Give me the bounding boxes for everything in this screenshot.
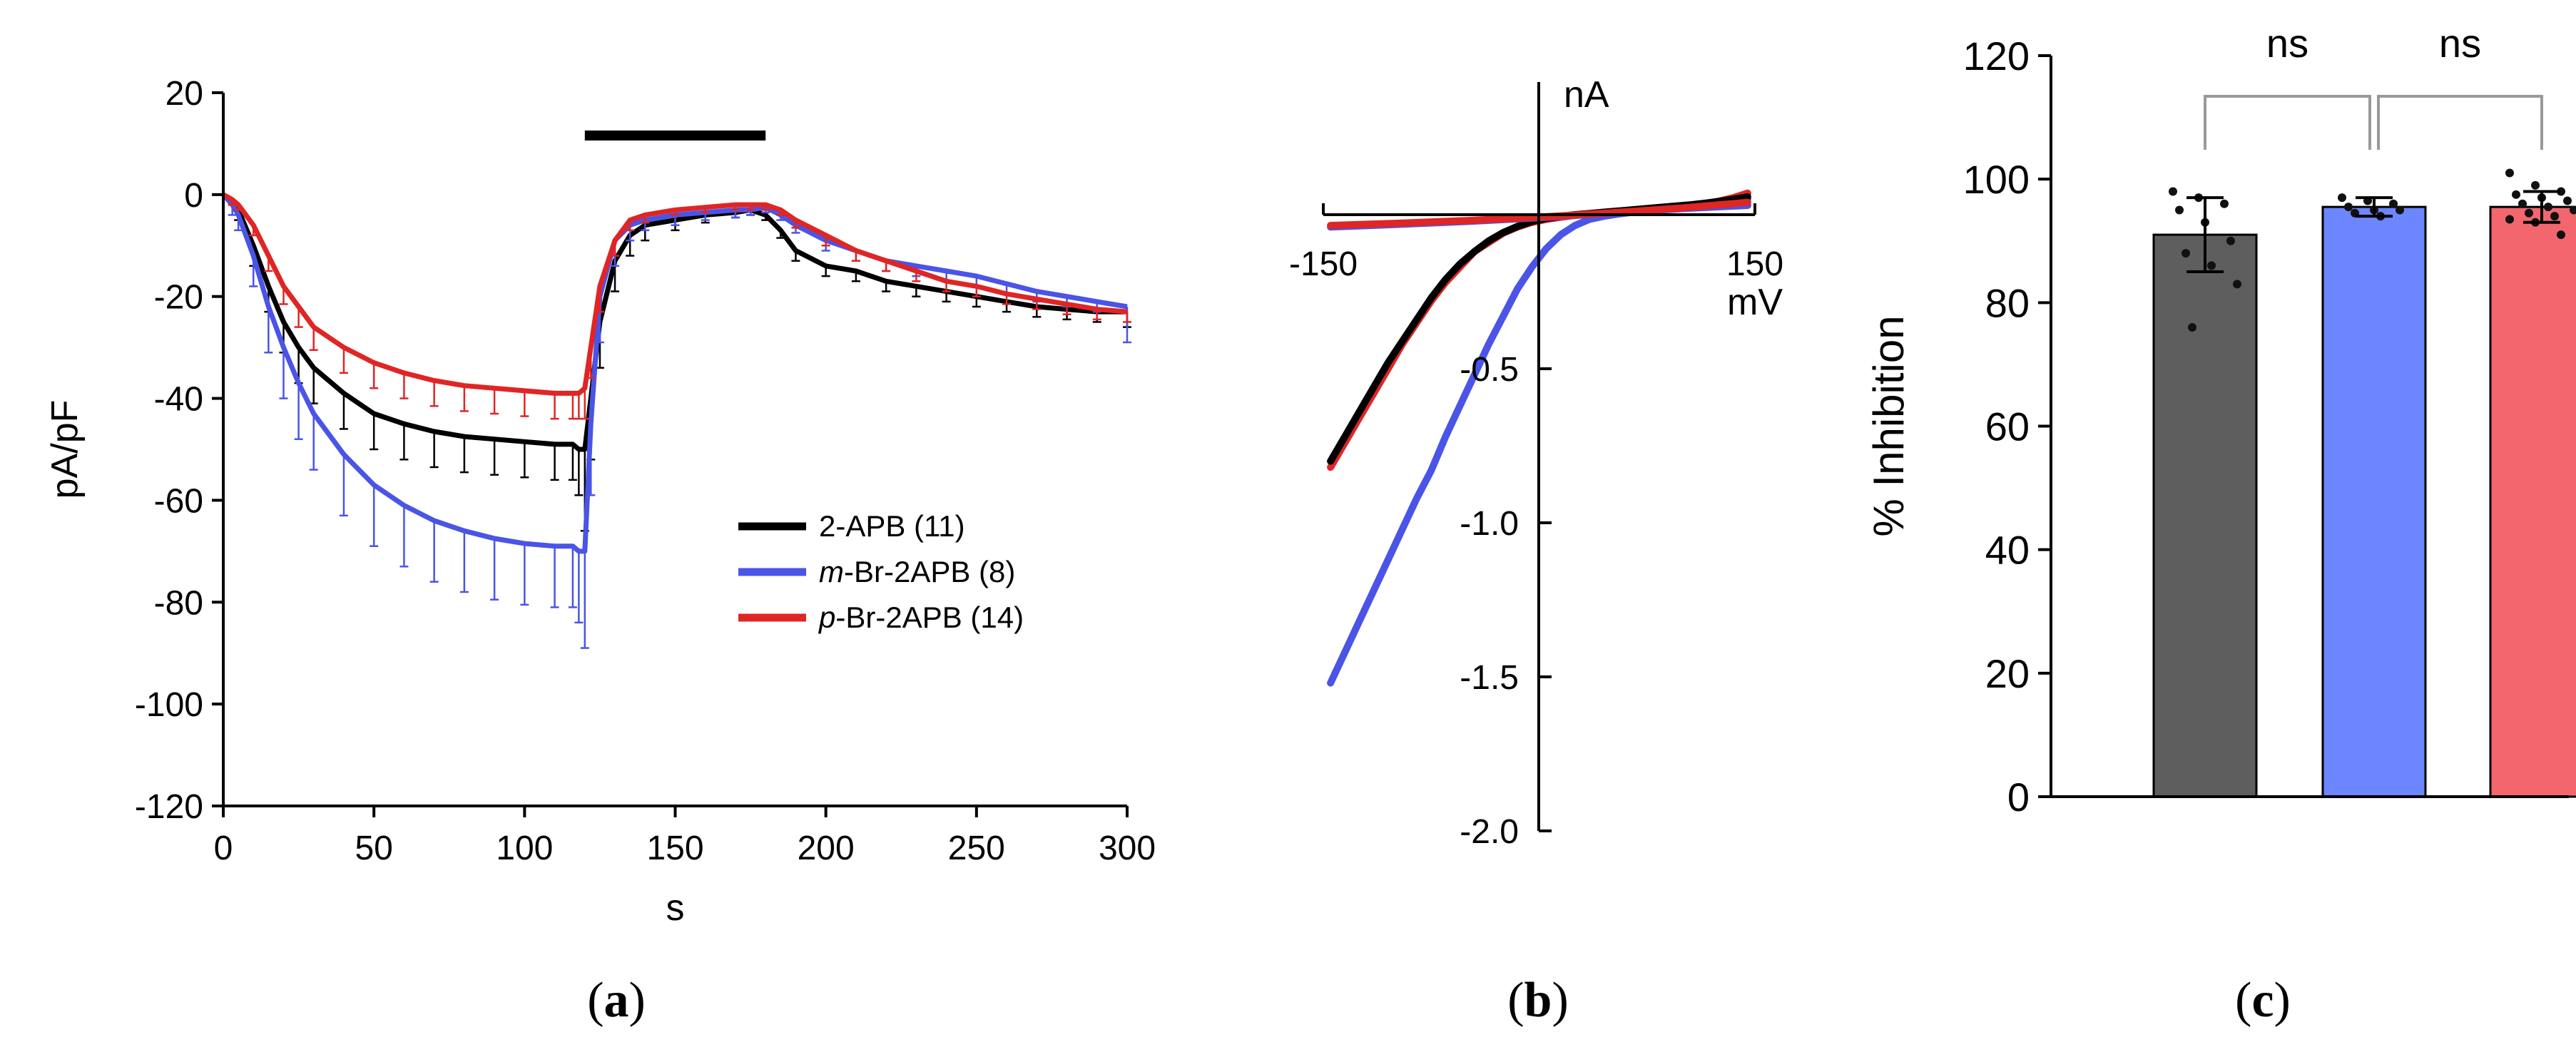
panel-c-data-point [2182,249,2190,258]
panel-c-data-point [2557,187,2565,196]
panel-b-y-tick-label: -1.0 [1460,505,1519,543]
panel-c-data-point [2525,208,2533,218]
panel-a-x-tick-label: 50 [355,829,392,867]
legend-label-2apb: 2-APB (11) [819,509,965,543]
panel-a-x-tick-label: 200 [798,829,855,867]
panel-c-bars [2152,205,2576,798]
panel-c-y-tick-label: 0 [2007,775,2030,820]
panel-a-y-tick-label: 20 [166,75,203,113]
panel-b-y-tick-label: -2.0 [1460,813,1519,851]
panel-c-significance-brackets: ns ns [2204,21,2543,150]
panel-a-y-tick-label: -20 [154,279,203,317]
panel-c-data-point [2233,280,2241,289]
panel-b-chart: -150 150 -0.5 -1.0 -1.5 -2.0 nA mV [1289,74,1783,851]
panel-a-y-tick-label: -40 [154,381,203,419]
panel-c-y-tick-label: 80 [1985,280,2030,325]
panel-c-bracket [2377,95,2543,150]
panel-a-x-tick-label: 250 [948,829,1005,867]
panel-c-data-point [2344,203,2353,212]
panel-c-data-point [2557,230,2565,240]
panel-b-x-axis-label: mV [1727,282,1783,323]
panel-c-data-point [2207,261,2216,270]
panel-c-data-point [2505,215,2514,224]
panel-c-significance-label: ns [2439,21,2481,66]
panel-b-y-axis-label: nA [1564,74,1609,116]
panel-a-x-tick-label: 100 [496,829,553,867]
panel-c-data-point [2226,236,2235,245]
panel-c-error-bars [2186,190,2560,274]
panel-c-data-point [2389,199,2398,208]
panel-a-ticks: 0 50 100 150 200 250 300200-20-40-60-80-100-12… [135,75,1156,867]
panel-a-x-axis-label: s [666,887,685,929]
panel-b-x-tick-label: -150 [1289,245,1358,283]
panel-a-line-blue [221,193,1128,554]
panel-a-x-tick-label: 150 [646,829,703,867]
panel-a-legend: 2-APB (11) m-Br-2APB (8) p-Br-2APB (14) [738,509,1024,634]
panel-a-line-black [222,192,1127,452]
panel-c-data-point [2505,168,2514,178]
panel-c-data-point [2570,205,2576,215]
panel-b-ticks: -150 150 -0.5 -1.0 -1.5 -2.0 [1289,203,1783,851]
subfigure-label-a: (a) [587,973,646,1028]
panel-a-series-red [222,192,1131,420]
legend-label-p-br-2apb: p-Br-2APB (14) [818,601,1024,634]
panel-c-points [2169,168,2576,332]
panel-c-significance-label: ns [2266,21,2308,66]
panel-b-y-tick-label: -1.5 [1460,659,1519,697]
panel-a-line-red [222,192,1128,396]
panel-a-chart: 0 50 100 150 200 250 300200-20-40-60-80-100-12… [44,75,1156,929]
subfigure-label-c: (c) [2235,973,2291,1028]
panel-b-axes [1323,82,1755,831]
panel-c-data-point [2544,203,2552,212]
panel-c-ticks: 0 20 40 60 80 100 120 [1963,34,2051,820]
panel-c-y-tick-label: 40 [1985,528,2030,573]
panel-c-data-point [2396,205,2404,215]
panel-c-y-tick-label: 60 [1985,404,2030,449]
panel-c-y-tick-label: 120 [1963,34,2030,78]
panel-c-bracket [2204,95,2371,150]
panel-a-series-group [221,192,1131,649]
panel-c-y-tick-label: 20 [1985,651,2030,696]
panel-a-y-tick-label: -120 [135,788,203,826]
legend-label-m-br-2apb: m-Br-2APB (8) [819,555,1015,588]
subfigure-label-b: (b) [1507,973,1569,1028]
panel-c-chart: 0 20 40 60 80 100 120 ns ns % Inhibition [1865,21,2576,820]
panel-c-data-point [2169,187,2177,196]
panel-c-y-tick-label: 100 [1963,157,2030,202]
panel-a-x-tick-label: 0 [214,829,233,867]
panel-c-bar-1 [2152,233,2258,798]
panel-a-y-tick-label: -60 [154,482,203,520]
panel-c-data-point [2512,190,2520,199]
panel-a-y-tick-label: -80 [154,584,203,622]
panel-a-y-tick-label: 0 [184,177,203,215]
panel-c-y-axis-label: % Inhibition [1865,315,1913,536]
panel-a-axes [222,93,1127,807]
panel-b-x-tick-label: 150 [1726,245,1783,283]
panel-a-x-tick-label: 300 [1099,829,1156,867]
panel-c-data-point [2563,196,2572,205]
panel-c-data-point [2175,205,2184,215]
panel-c-data-point [2188,322,2196,332]
panel-a-y-axis-label: pA/pF [44,400,86,499]
panel-c-bar-3 [2489,205,2576,798]
panel-c-data-point [2338,193,2346,203]
panel-c-bar-2 [2321,205,2427,798]
panel-c-data-point [2550,212,2559,221]
panel-a-y-tick-label: -100 [135,686,203,724]
panel-b-y-tick-label: -0.5 [1460,351,1519,389]
panel-c-data-point [2531,180,2540,190]
panel-c-data-point [2518,199,2527,208]
panel-a-series-black [222,192,1131,532]
panel-c-data-point [2220,199,2229,208]
